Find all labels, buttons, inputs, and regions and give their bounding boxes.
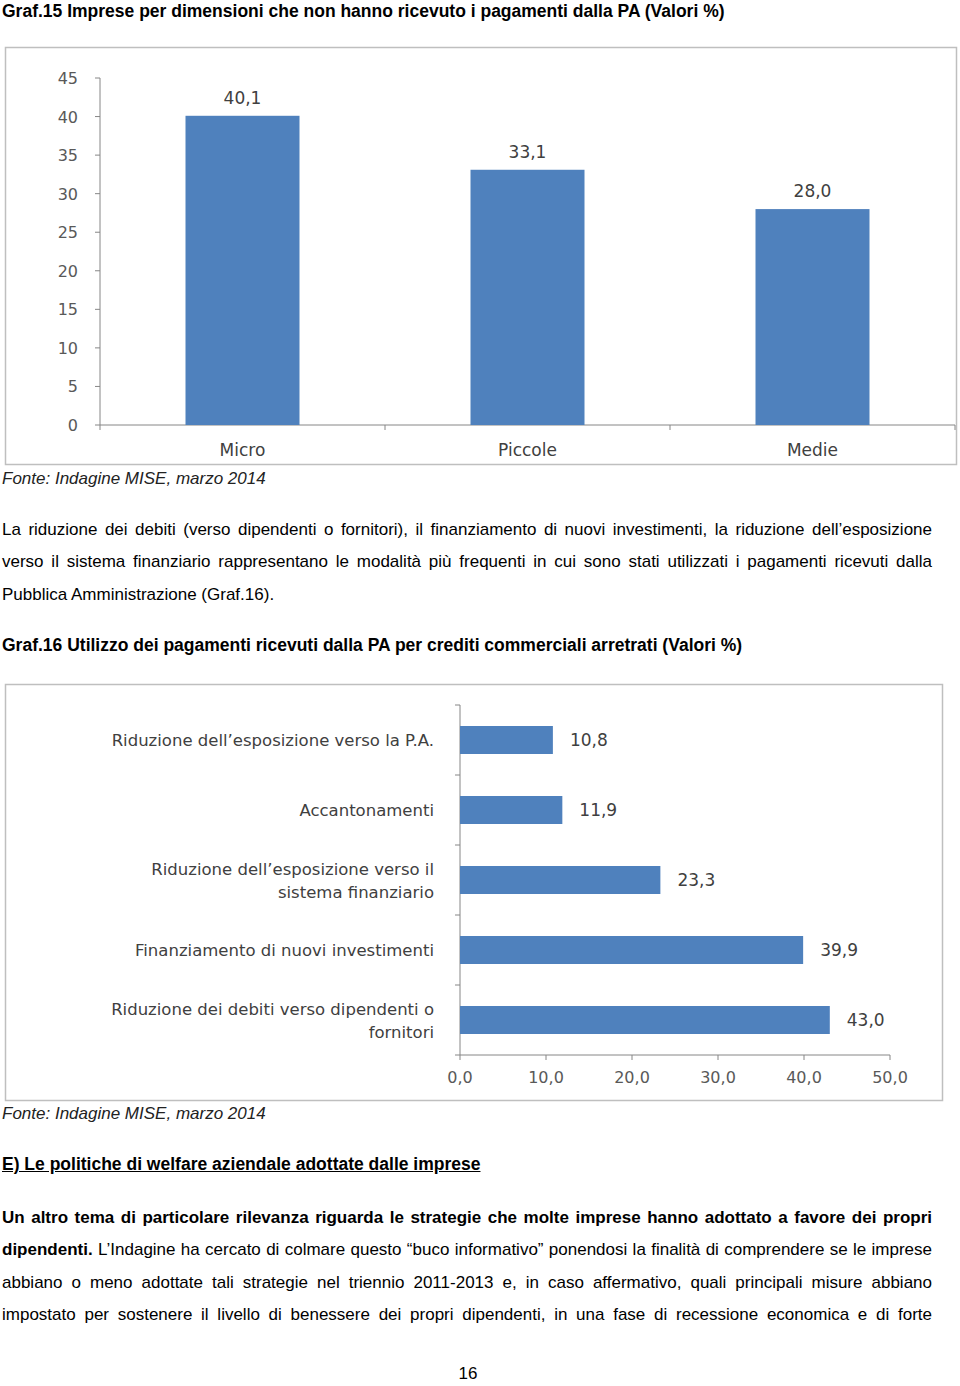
x-tick-label: 30,0 — [700, 1068, 736, 1087]
y-tick-label: 30 — [58, 185, 78, 204]
bar — [756, 209, 870, 425]
x-axis — [460, 1055, 890, 1056]
category-label: Finanziamento di nuovi investimenti — [135, 941, 434, 960]
data-label: 43,0 — [847, 1010, 885, 1030]
category-tick — [455, 915, 460, 916]
y-tick — [95, 425, 100, 426]
paragraph: La riduzione dei debiti (verso dipendent… — [2, 514, 932, 611]
y-tick — [95, 155, 100, 156]
source-note: Fonte: Indagine MISE, marzo 2014 — [2, 469, 266, 489]
x-tick-label: 50,0 — [872, 1068, 908, 1087]
data-label: 11,9 — [579, 800, 617, 820]
y-tick — [95, 347, 100, 348]
x-tick-label: 20,0 — [614, 1068, 650, 1087]
chart-frame — [6, 685, 943, 1101]
x-tick — [632, 1055, 633, 1060]
data-label: 40,1 — [224, 88, 262, 108]
category-label-line: Riduzione dell’esposizione verso il — [151, 860, 434, 879]
x-tick — [804, 1055, 805, 1060]
category-label: Accantonamenti — [299, 801, 434, 820]
bar — [460, 796, 562, 824]
category-tick — [455, 705, 460, 706]
bars — [186, 116, 870, 425]
bars — [460, 726, 830, 1034]
y-tick-label: 40 — [58, 108, 78, 127]
y-tick-label: 45 — [58, 69, 78, 88]
y-tick — [95, 116, 100, 117]
y-tick-label: 25 — [58, 223, 78, 242]
category-label: Medie — [787, 440, 838, 460]
x-tick — [460, 1055, 461, 1060]
y-tick — [95, 270, 100, 271]
data-label: 33,1 — [509, 142, 547, 162]
category-tick — [455, 1055, 460, 1056]
category-tick — [455, 775, 460, 776]
category-label-line: Riduzione dei debiti verso dipendenti o — [111, 1000, 434, 1019]
bar — [471, 170, 585, 425]
x-tick — [546, 1055, 547, 1060]
category-label: Riduzione dell’esposizione verso il siste… — [151, 860, 434, 902]
category-label: Riduzione dell’esposizione verso la P.A. — [112, 731, 434, 750]
y-tick — [95, 386, 100, 387]
y-tick-label: 5 — [68, 377, 78, 396]
category-tick — [455, 985, 460, 986]
data-label: 39,9 — [820, 940, 858, 960]
bar — [186, 116, 300, 425]
y-tick-label: 35 — [58, 146, 78, 165]
category-tick — [455, 845, 460, 846]
x-tick-label: 10,0 — [528, 1068, 564, 1087]
category-label: Riduzione dei debiti verso dipendenti o f… — [111, 1000, 434, 1042]
y-tick — [95, 78, 100, 79]
category-tick — [100, 425, 101, 430]
y-tick-label: 10 — [58, 339, 78, 358]
y-tick — [95, 309, 100, 310]
bar — [460, 1006, 830, 1034]
chart-title: Graf.15 Imprese per dimensioni che non h… — [2, 1, 725, 22]
source-note: Fonte: Indagine MISE, marzo 2014 — [2, 1104, 266, 1124]
y-tick-label: 15 — [58, 300, 78, 319]
chart-1: 0 5 10 15 20 25 30 35 40 45 40,1 Micro 33,1 Piccole 28… — [6, 48, 957, 465]
bar — [460, 936, 803, 964]
category-tick — [955, 425, 956, 430]
y-tick-label: 0 — [68, 416, 78, 435]
x-tick — [890, 1055, 891, 1060]
page-graphics: 0 5 10 15 20 25 30 35 40 45 40,1 Micro 33,1 Piccole 28… — [0, 0, 960, 1386]
data-label: 28,0 — [794, 181, 832, 201]
x-tick — [718, 1055, 719, 1060]
x-tick-label: 40,0 — [786, 1068, 822, 1087]
body-text: L’Indagine ha cercato di colmare questo … — [2, 1240, 932, 1324]
bar — [460, 726, 553, 754]
section-heading: E) Le politiche di welfare aziendale ado… — [2, 1154, 480, 1175]
category-label: Micro — [220, 440, 266, 460]
chart-title: Graf.16 Utilizzo dei pagamenti ricevuti … — [2, 635, 742, 656]
category-label-line: fornitori — [369, 1023, 434, 1042]
category-label: Piccole — [498, 440, 557, 460]
chart-2: 0,0 10,0 20,0 30,0 40,0 50,0 10,8 Riduzione del… — [6, 685, 943, 1101]
category-label-line: Accantonamenti — [299, 801, 434, 820]
page-number: 16 — [440, 1364, 496, 1384]
category-label-line: Finanziamento di nuovi investimenti — [135, 941, 434, 960]
y-tick — [95, 193, 100, 194]
y-tick — [95, 232, 100, 233]
x-tick-label: 0,0 — [447, 1068, 472, 1087]
y-tick-label: 20 — [58, 262, 78, 281]
chart-frame — [6, 48, 957, 465]
bar — [460, 866, 660, 894]
category-label-line: Riduzione dell’esposizione verso la P.A. — [112, 731, 434, 750]
data-label: 10,8 — [570, 730, 608, 750]
data-label: 23,3 — [677, 870, 715, 890]
category-tick — [670, 425, 671, 430]
paragraph: Un altro tema di particolare rilevanza r… — [2, 1202, 932, 1332]
category-tick — [385, 425, 386, 430]
category-label-line: sistema finanziario — [278, 883, 434, 902]
y-axis — [100, 78, 101, 425]
